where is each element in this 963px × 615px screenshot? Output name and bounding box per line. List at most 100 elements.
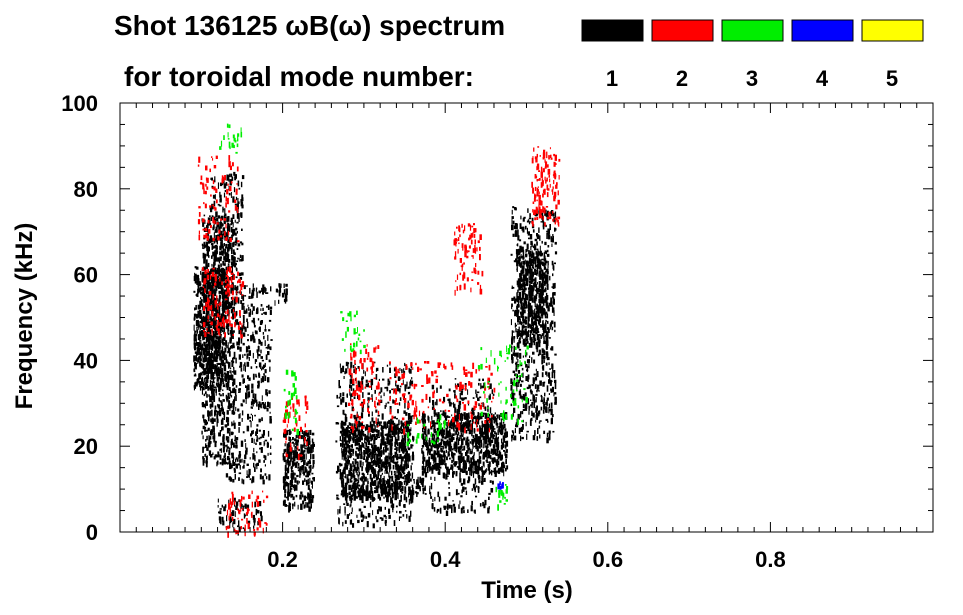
spectrum-mark [212, 393, 215, 400]
spectrum-mark [198, 306, 201, 309]
spectrum-mark [356, 482, 359, 489]
spectrum-mark [440, 448, 443, 452]
spectrum-mark [286, 295, 288, 299]
spectrum-mark [428, 448, 431, 450]
spectrum-mark [494, 430, 496, 435]
spectrum-mark [395, 438, 398, 443]
spectrum-mark [211, 335, 214, 340]
spectrum-mark [410, 415, 413, 423]
spectrum-mark [501, 442, 504, 446]
spectrum-mark [435, 438, 437, 443]
spectrum-mark [216, 350, 219, 355]
spectrum-mark [212, 391, 215, 396]
spectrum-mark [352, 476, 356, 478]
spectrum-mark [377, 481, 379, 485]
spectrum-mark [411, 490, 414, 493]
spectrum-mark [453, 427, 455, 432]
spectrum-mark [342, 492, 345, 495]
spectrum-mark [506, 465, 509, 470]
spectrum-mark [473, 445, 477, 448]
spectrum-mark [531, 333, 535, 335]
spectrum-mark [233, 467, 236, 471]
spectrum-mark [388, 439, 391, 446]
spectrum-mark [477, 465, 480, 469]
spectrum-mark [401, 491, 404, 494]
spectrum-mark [291, 483, 293, 488]
spectrum-mark [260, 378, 262, 384]
spectrum-mark [477, 486, 479, 490]
spectrum-mark [227, 302, 229, 307]
spectrum-mark [219, 236, 222, 241]
spectrum-mark [194, 357, 196, 361]
spectrum-mark [243, 459, 246, 464]
spectrum-mark [250, 433, 252, 437]
spectrum-mark [373, 443, 375, 448]
spectrum-mark [377, 473, 379, 480]
spectrum-mark [217, 404, 221, 409]
spectrum-mark [224, 213, 227, 217]
spectrum-mark [383, 514, 386, 518]
spectrum-mark [350, 477, 353, 480]
spectrum-mark [362, 487, 364, 493]
spectrum-mark [215, 239, 218, 243]
spectrum-mark [349, 422, 352, 426]
spectrum-mark [308, 440, 311, 446]
spectrum-mark [291, 477, 294, 484]
spectrum-mark [358, 508, 362, 512]
spectrum-mark [222, 446, 225, 453]
spectrum-mark [195, 305, 197, 310]
spectrum-mark [341, 443, 343, 448]
spectrum-mark [286, 467, 290, 474]
spectrum-mark [225, 254, 228, 257]
spectrum-mark [417, 492, 419, 495]
spectrum-mark [193, 316, 196, 320]
spectrum-mark [213, 356, 216, 362]
spectrum-mark [244, 362, 246, 367]
spectrum-mark [358, 444, 361, 449]
spectrum-mark [445, 432, 448, 439]
spectrum-mark [527, 319, 529, 325]
spectrum-mark [261, 368, 263, 371]
spectrum-mark [403, 410, 406, 414]
spectrum-mark [257, 381, 260, 384]
spectrum-mark [475, 495, 478, 498]
spectrum-mark [219, 448, 222, 451]
spectrum-mark [344, 453, 347, 459]
spectrum-mark [200, 372, 203, 376]
spectrum-mark [217, 403, 219, 407]
spectrum-mark [220, 401, 223, 407]
spectrum-mark [375, 515, 377, 520]
spectrum-mark [367, 471, 369, 475]
spectrum-mark [445, 449, 447, 453]
spectrum-mark [335, 440, 338, 443]
spectrum-mark [455, 471, 458, 474]
spectrum-mark [198, 351, 201, 355]
spectrum-mark [403, 434, 407, 441]
spectrum-mark [215, 211, 218, 218]
spectrum-mark [348, 445, 351, 451]
spectrum-mark [361, 378, 364, 381]
spectrum-mark [354, 363, 356, 365]
spectrum-mark [307, 449, 310, 454]
spectrum-mark [286, 430, 288, 436]
spectrum-mark [422, 454, 425, 457]
spectrum-mark [235, 237, 238, 244]
spectrum-mark [389, 367, 391, 373]
spectrum-mark [505, 453, 508, 459]
spectrum-mark [248, 357, 250, 361]
spectrum-mark [365, 495, 368, 501]
spectrum-mark [232, 371, 234, 373]
spectrum-mark [260, 362, 262, 369]
spectrum-mark [252, 287, 255, 292]
spectrum-mark [460, 420, 462, 424]
spectrum-mark [427, 428, 430, 431]
spectrum-mark [443, 412, 447, 418]
spectrum-mark [345, 491, 347, 498]
spectrum-mark [226, 397, 229, 401]
spectrum-mark [381, 472, 383, 475]
spectrum-mark [294, 445, 297, 449]
spectrum-mark [213, 258, 216, 266]
spectrum-mark [242, 505, 245, 507]
spectrum-mark [231, 361, 234, 367]
spectrum-mark [219, 297, 221, 300]
